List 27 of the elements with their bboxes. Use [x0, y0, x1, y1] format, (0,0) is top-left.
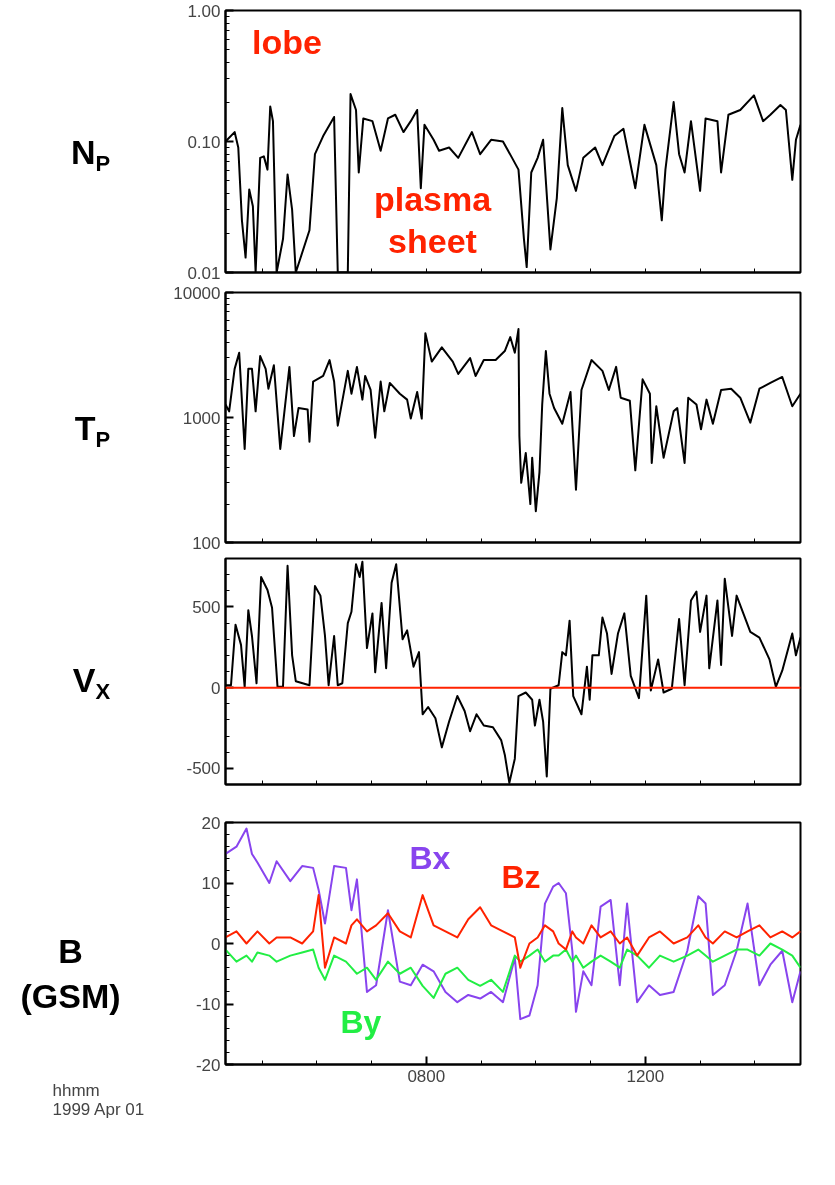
x-tick-label: 1200 — [626, 1066, 665, 1086]
series-label: Bz — [501, 859, 541, 896]
series-label: Bx — [409, 839, 451, 876]
y-tick-label: 10000 — [173, 283, 221, 303]
y-tick-label: 20 — [201, 813, 221, 833]
text: hhmm — [52, 1081, 100, 1100]
y-tick-label: 1000 — [182, 408, 221, 428]
y-tick-label: 0.01 — [187, 263, 221, 283]
line-series — [225, 894, 801, 969]
annotation: lobe — [252, 22, 322, 61]
y-tick-label: 0 — [211, 934, 221, 954]
annotation: plasma sheet — [373, 180, 493, 260]
y-tick-label: -10 — [195, 995, 221, 1014]
y-tick-label: 1.00 — [187, 1, 221, 21]
y-tick-label: -500 — [186, 759, 221, 779]
series-label: By — [340, 1004, 382, 1041]
line-series — [225, 942, 801, 999]
y-axis-title: B (GSM) — [20, 931, 121, 1016]
line-series — [225, 560, 801, 784]
y-tick-label: 0.10 — [187, 132, 221, 152]
y-tick-label: -20 — [195, 1055, 221, 1075]
x-tick-label: 0800 — [407, 1066, 446, 1086]
y-tick-label: 0 — [211, 678, 221, 698]
y-tick-label: 500 — [192, 597, 221, 617]
text: 1999 Apr 01 — [52, 1100, 145, 1119]
y-tick-label: 100 — [192, 533, 221, 553]
y-tick-label: 10 — [201, 874, 221, 893]
